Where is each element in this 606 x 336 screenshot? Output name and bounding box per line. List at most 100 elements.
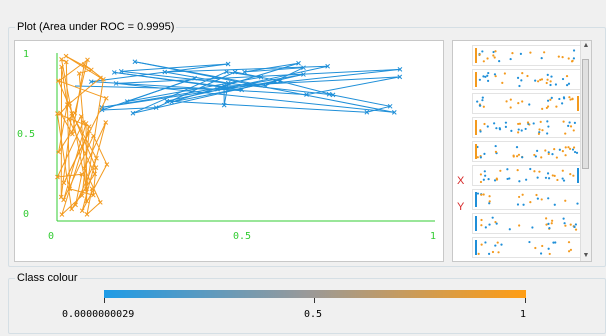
point-marker (224, 69, 229, 75)
matrix-point (483, 152, 486, 156)
matrix-point (569, 223, 572, 226)
matrix-point (518, 195, 521, 199)
matrix-point (529, 167, 532, 171)
matrix-point (575, 151, 579, 154)
matrix-point (499, 169, 502, 172)
matrix-cell[interactable] (472, 237, 584, 258)
matrix-point (484, 226, 487, 229)
matrix-marker (475, 120, 477, 135)
matrix-point (529, 51, 532, 54)
point-marker (63, 53, 69, 59)
matrix-cell[interactable] (472, 165, 584, 186)
class-b-segment (81, 164, 108, 211)
matrix-point (568, 147, 572, 151)
roc-plot-area[interactable]: 1 0.5 0 0 0.5 1 (14, 40, 444, 262)
matrix-cell[interactable] (472, 213, 584, 234)
matrix-point (561, 177, 564, 180)
matrix-cell[interactable] (472, 141, 584, 162)
class-a-segment (234, 71, 281, 82)
matrix-point (569, 98, 572, 101)
matrix-cell[interactable] (472, 45, 584, 66)
class-a-segment (164, 65, 328, 73)
matrix-point (534, 155, 537, 158)
scroll-thumb[interactable] (582, 59, 589, 169)
matrix-point (550, 222, 553, 225)
matrix-cell[interactable] (472, 69, 584, 90)
class-b-segment (83, 63, 104, 80)
class-a-segment (132, 71, 227, 114)
matrix-point (517, 128, 520, 131)
matrix-point (491, 250, 495, 254)
matrix-point (545, 223, 548, 226)
class-a-segment (166, 65, 328, 102)
matrix-point (484, 241, 487, 244)
matrix-point (573, 225, 576, 229)
y-tick-0: 0 (23, 209, 30, 220)
class-b-segment (83, 122, 107, 169)
matrix-point (518, 122, 522, 125)
point-marker (64, 102, 70, 107)
matrix-point (482, 60, 485, 63)
class-a-segment (101, 77, 195, 111)
class-a-segment (223, 76, 400, 87)
matrix-point (538, 131, 541, 134)
matrix-point (533, 153, 536, 157)
matrix-point (479, 130, 482, 133)
gradient-tick-max (525, 298, 526, 303)
class-a-segment (102, 107, 157, 111)
class-b-segment (75, 174, 83, 205)
matrix-point (549, 80, 552, 83)
matrix-point (562, 179, 566, 182)
matrix-cell-plot (475, 240, 573, 256)
matrix-point (480, 193, 483, 196)
scroll-down-icon[interactable]: ▼ (582, 252, 590, 259)
matrix-point (565, 74, 569, 78)
matrix-point (540, 156, 543, 159)
matrix-cell[interactable] (472, 93, 584, 114)
matrix-cell[interactable] (472, 189, 584, 210)
matrix-point (547, 177, 551, 180)
matrix-point (561, 169, 564, 172)
matrix-cell[interactable] (472, 117, 584, 138)
matrix-point (568, 96, 571, 99)
matrix-point (545, 81, 548, 85)
matrix-point (561, 77, 565, 81)
matrix-point (481, 50, 484, 53)
matrix-point (558, 97, 561, 101)
matrix-point (540, 78, 544, 81)
point-marker (304, 92, 309, 97)
matrix-point (565, 84, 569, 87)
matrix-marker (577, 96, 579, 111)
matrix-point (555, 156, 558, 159)
matrix-point (481, 96, 484, 99)
matrix-point (548, 226, 551, 230)
matrix-point (504, 125, 507, 129)
point-marker (88, 79, 94, 85)
class-b-segment (63, 98, 107, 184)
matrix-point (476, 156, 479, 159)
matrix-point (568, 121, 571, 124)
class-a-segment (121, 63, 229, 72)
class-b-segment (58, 116, 82, 153)
matrix-marker (577, 168, 579, 183)
matrix-point (517, 101, 520, 105)
matrix-point (561, 150, 564, 153)
matrix-point (544, 149, 547, 152)
matrix-point (563, 97, 566, 100)
scroll-up-icon[interactable]: ▲ (582, 42, 590, 49)
matrix-point (518, 180, 521, 183)
matrix-point (482, 75, 485, 78)
matrix-point (567, 124, 570, 127)
x-tick-0: 0 (48, 231, 55, 242)
matrix-point (479, 104, 482, 107)
matrix-cell-plot (475, 71, 571, 88)
scatter-matrix-panel[interactable]: X Y ▲ ▼ (452, 40, 592, 262)
matrix-point (503, 72, 506, 75)
matrix-point (521, 156, 524, 159)
matrix-point (495, 127, 498, 130)
matrix-point (482, 178, 485, 181)
matrix-point (538, 170, 541, 173)
matrix-point (528, 240, 531, 244)
matrix-scrollbar[interactable]: ▲ ▼ (580, 41, 591, 261)
matrix-point (571, 97, 574, 101)
